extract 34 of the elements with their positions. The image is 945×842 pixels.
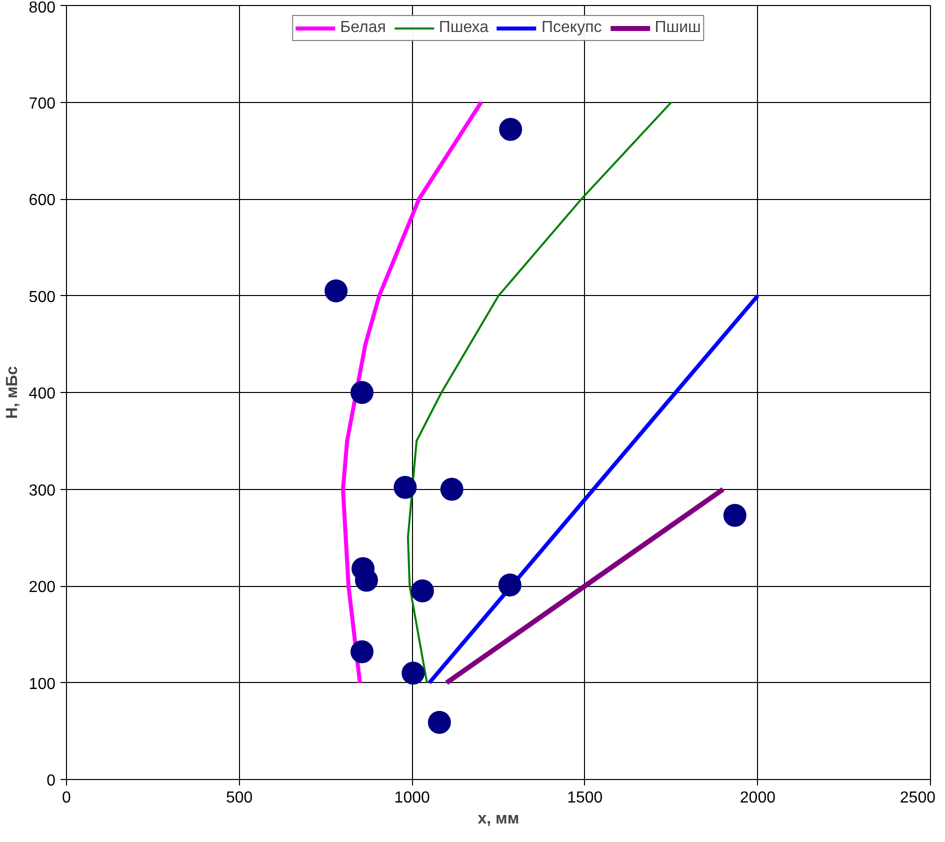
point <box>350 381 374 404</box>
y-tick-label: 700 <box>28 95 56 112</box>
line-series <box>406 101 672 684</box>
point <box>324 279 348 302</box>
legend-label: Пшиш <box>654 19 701 37</box>
legend-label: Псекупс <box>542 19 602 37</box>
point <box>402 662 425 685</box>
point <box>428 710 451 734</box>
point <box>410 579 434 602</box>
x-tick-label: 1500 <box>567 790 603 806</box>
y-tick-label: 300 <box>28 482 56 500</box>
point <box>499 118 522 141</box>
point <box>440 478 464 501</box>
y-axis-title: H, мБс <box>4 366 21 419</box>
y-tick-label: 500 <box>28 288 56 306</box>
point <box>723 504 746 527</box>
x-tick-label: 2000 <box>740 790 776 806</box>
y-tick-label: 800 <box>28 0 56 16</box>
x-tick-label: 2500 <box>900 790 936 806</box>
x-axis-title: x, мм <box>478 810 520 828</box>
line-series <box>340 100 484 685</box>
x-tick-label: 0 <box>62 790 72 806</box>
point <box>498 574 522 597</box>
y-tick-label: 100 <box>28 676 56 693</box>
legend-label: Пшеха <box>438 19 489 37</box>
y-tick-label: 200 <box>28 579 56 596</box>
y-tick-label: 0 <box>46 772 56 790</box>
point <box>394 476 417 499</box>
x-tick-label: 1000 <box>394 790 430 806</box>
x-tick-label: 500 <box>226 790 253 806</box>
point <box>350 640 374 664</box>
legend-label: Белая <box>340 19 386 37</box>
y-tick-label: 600 <box>28 192 56 209</box>
y-tick-label: 400 <box>28 386 56 402</box>
